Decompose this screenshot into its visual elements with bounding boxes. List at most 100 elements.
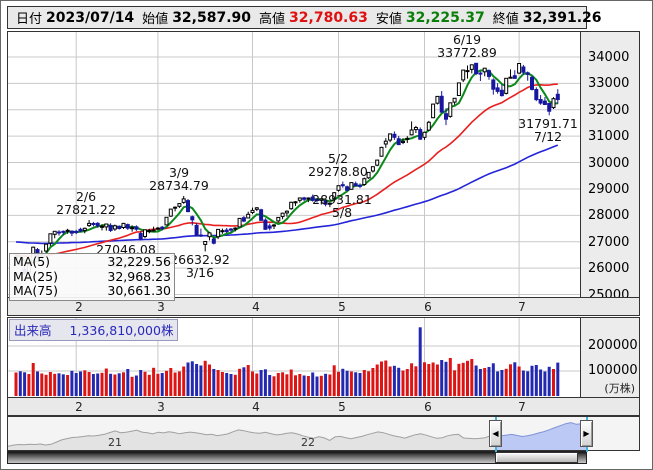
volume-bar bbox=[504, 368, 508, 397]
close-label: 終値 bbox=[492, 12, 519, 27]
volume-bar bbox=[306, 376, 310, 396]
volume-bar bbox=[491, 363, 495, 397]
price-annotation: 3/9 28734.79 bbox=[149, 166, 209, 192]
candle-body bbox=[375, 159, 380, 166]
volume-bar bbox=[147, 374, 151, 397]
candle-body bbox=[431, 103, 436, 119]
candle-body bbox=[310, 196, 315, 201]
ma75-value: 30,661.30 bbox=[107, 283, 171, 298]
candle-body bbox=[315, 199, 319, 201]
candle-body bbox=[542, 100, 547, 105]
date-value: 2023/07/14 bbox=[46, 9, 135, 26]
annotation-line: 5/8 bbox=[331, 205, 353, 220]
volume-bar bbox=[186, 362, 190, 396]
horizontal-scrollbar[interactable] bbox=[7, 451, 587, 464]
volume-bar bbox=[362, 370, 366, 396]
annotation-line: 5/2 bbox=[327, 151, 349, 166]
volume-bar bbox=[483, 368, 487, 396]
candle-body bbox=[104, 223, 109, 228]
moving-average-line bbox=[15, 83, 558, 258]
candle-body bbox=[155, 227, 160, 230]
candle-body bbox=[323, 200, 328, 205]
volume-unit-label: (万株) bbox=[604, 382, 635, 395]
scrollbar-thumb[interactable] bbox=[495, 452, 578, 463]
range-navigator[interactable]: ◀ ▶ 21 22 bbox=[7, 416, 640, 452]
candle-body bbox=[259, 209, 264, 221]
candle-body bbox=[435, 95, 440, 104]
candle-body bbox=[177, 203, 182, 207]
candle-body bbox=[95, 222, 100, 227]
candle-body bbox=[48, 233, 53, 244]
candle-body bbox=[319, 198, 324, 201]
volume-bar bbox=[233, 374, 237, 397]
candle-body bbox=[456, 82, 461, 97]
volume-bar bbox=[547, 366, 551, 397]
candle-body bbox=[512, 75, 517, 79]
volume-bar bbox=[414, 366, 418, 397]
candle-body bbox=[392, 133, 397, 138]
candle-body bbox=[345, 186, 350, 191]
annotation-line: 33772.89 bbox=[437, 45, 497, 60]
volume-bar bbox=[302, 375, 306, 396]
volume-bar bbox=[165, 370, 168, 397]
candle-body bbox=[362, 178, 367, 185]
candle-body bbox=[530, 76, 534, 90]
price-annotation: 31791.71 7/12 bbox=[518, 117, 578, 143]
volume-bar bbox=[276, 373, 280, 396]
volume-bar bbox=[190, 361, 194, 397]
annotation-line: 26632.92 bbox=[170, 252, 230, 267]
volume-bar bbox=[83, 370, 87, 397]
candle-body bbox=[160, 226, 165, 230]
candle-body bbox=[469, 64, 474, 70]
candle-body bbox=[143, 229, 147, 238]
volume-bar bbox=[289, 369, 293, 396]
volume-bar bbox=[14, 372, 18, 396]
navigator-left-arrow-button[interactable]: ◀ bbox=[489, 420, 502, 447]
candle-body bbox=[61, 230, 66, 233]
price-tick-label: 31000 bbox=[588, 129, 630, 144]
left-arrow-icon: ◀ bbox=[492, 429, 499, 438]
candle-body bbox=[504, 77, 509, 94]
candle-body bbox=[366, 171, 371, 179]
annotation-line: 27821.22 bbox=[56, 202, 116, 217]
month-tick-label: 2 bbox=[75, 300, 83, 314]
volume-bar bbox=[36, 371, 39, 396]
volume-bar bbox=[238, 368, 242, 397]
price-annotation: 6/19 33772.89 bbox=[437, 33, 497, 59]
volume-bar bbox=[431, 362, 435, 396]
candle-body bbox=[229, 228, 233, 231]
volume-svg bbox=[8, 318, 580, 397]
price-annotation: 2/6 27821.22 bbox=[56, 190, 116, 216]
candle-body bbox=[57, 231, 61, 234]
candle-body bbox=[91, 223, 96, 225]
volume-bar bbox=[328, 374, 332, 396]
candle-body bbox=[121, 222, 126, 228]
candle-body bbox=[74, 230, 79, 234]
candle-body bbox=[349, 182, 354, 190]
candle-body bbox=[224, 229, 229, 233]
candle-body bbox=[444, 113, 448, 120]
candle-body bbox=[383, 140, 388, 145]
month-tick-label: 6 bbox=[424, 400, 432, 414]
annotation-line: 28931.81 bbox=[312, 192, 372, 207]
volume-bar bbox=[216, 370, 220, 396]
navigator-right-arrow-button[interactable]: ▶ bbox=[580, 420, 593, 447]
candle-body bbox=[521, 66, 526, 73]
volume-bar bbox=[556, 362, 560, 396]
candle-body bbox=[538, 99, 543, 104]
open-value: 32,587.90 bbox=[172, 9, 252, 26]
volume-bar bbox=[66, 375, 70, 396]
price-annotation: 5/2 29278.80 bbox=[308, 152, 368, 178]
candle-body bbox=[246, 213, 251, 219]
volume-bar bbox=[517, 366, 521, 396]
candle-body bbox=[284, 210, 289, 214]
candle-body bbox=[413, 127, 418, 131]
candle-body bbox=[173, 206, 178, 209]
ma-legend: MA(5) 32,229.56 MA(25) 32,968.23 MA(75) … bbox=[9, 253, 175, 301]
annotation-line: 2/6 bbox=[75, 189, 97, 204]
price-tick-label: 32000 bbox=[588, 103, 630, 118]
ohlc-header: 日付 2023/07/14 始値 32,587.90 高値 32,780.63 … bbox=[7, 6, 602, 29]
volume-bar bbox=[18, 371, 22, 397]
candle-body bbox=[147, 230, 152, 233]
close-value: 32,391.26 bbox=[522, 9, 602, 26]
